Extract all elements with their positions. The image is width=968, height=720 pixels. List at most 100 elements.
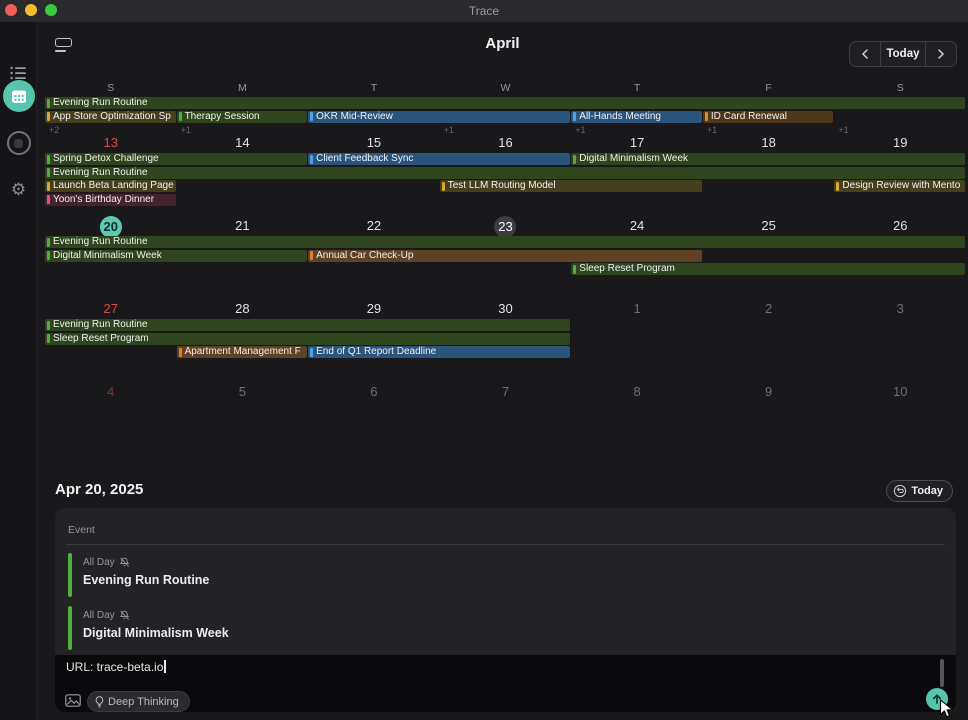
day-cell[interactable]: 17	[629, 135, 645, 150]
event-chip[interactable]: Sleep Reset Program	[571, 263, 965, 275]
today-button[interactable]: Today	[880, 42, 926, 66]
day-cell[interactable]: 9	[765, 384, 773, 399]
day-cell[interactable]: 29	[366, 301, 382, 316]
view-toggle-icon	[55, 38, 72, 47]
day-cell[interactable]: 13	[103, 135, 119, 150]
day-cell[interactable]: 16	[498, 135, 513, 150]
overflow-count[interactable]: +1	[443, 125, 454, 135]
event-chip[interactable]: App Store Optimization Sp	[45, 110, 176, 123]
event-chip[interactable]: Sleep Reset Program	[45, 332, 571, 345]
day-cell[interactable]: 8	[633, 384, 641, 399]
event-color-bar	[68, 553, 72, 597]
day-cell[interactable]: 19	[892, 135, 908, 150]
calendar-app-button[interactable]	[0, 80, 37, 112]
gear-icon: ⚙	[10, 180, 27, 199]
day-cell[interactable]: 26	[892, 218, 908, 233]
event-title: Digital Minimalism Week	[83, 626, 229, 640]
day-cell[interactable]: 25	[761, 218, 776, 233]
event-chip[interactable]: Digital Minimalism Week	[571, 153, 965, 165]
event-chip[interactable]: Apartment Management F	[176, 346, 308, 358]
calendar-week: 20 21 22 23 24 25 26 Evening Run Routine Digital…	[45, 216, 966, 298]
arrow-up-icon	[932, 694, 942, 704]
day-cell[interactable]: 6	[370, 384, 378, 399]
day-cell[interactable]: 3	[896, 301, 904, 316]
overflow-count[interactable]: +1	[838, 125, 849, 135]
view-toggle-button[interactable]	[55, 38, 73, 54]
calendar-week: 13 14 15 16 17 18 19 Spring Detox Challenge Clie…	[45, 133, 966, 215]
detail-today-button[interactable]: Today	[886, 480, 953, 502]
event-chip[interactable]: Therapy Session	[176, 110, 308, 123]
event-title: Evening Run Routine	[83, 573, 210, 587]
day-cell[interactable]: 5	[238, 384, 246, 399]
chevron-left-icon	[861, 49, 868, 59]
day-cell[interactable]: 27	[103, 301, 119, 316]
bell-off-icon	[119, 557, 129, 567]
day-cell[interactable]: 10	[892, 384, 908, 399]
day-cell[interactable]: 30	[498, 301, 513, 316]
selected-date-heading: Apr 20, 2025	[55, 481, 144, 498]
event-chip[interactable]: Spring Detox Challenge	[45, 153, 308, 165]
event-chip[interactable]: Evening Run Routine	[45, 319, 571, 331]
event-chip[interactable]: Client Feedback Sync	[308, 153, 571, 165]
event-chip[interactable]: Evening Run Routine	[45, 97, 965, 109]
event-chip[interactable]: Digital Minimalism Week	[45, 249, 308, 262]
chat-circle-button[interactable]	[0, 131, 37, 155]
image-icon	[65, 693, 81, 707]
month-navigation: Today	[849, 41, 957, 67]
event-chip[interactable]: Evening Run Routine	[45, 166, 965, 179]
overflow-count[interactable]: +1	[575, 125, 586, 135]
event-color-bar	[68, 606, 72, 650]
event-chip[interactable]: Test LLM Routing Model	[439, 180, 702, 192]
day-cell[interactable]: 14	[235, 135, 250, 150]
composer-input[interactable]: URL: trace-beta.io	[66, 660, 166, 674]
day-cell[interactable]: 15	[366, 135, 382, 150]
close-window-button[interactable]	[5, 4, 17, 16]
event-chip[interactable]: Yoon's Birthday Dinner	[45, 193, 176, 206]
calendar-week: 4 5 6 7 8 9 10	[45, 382, 966, 464]
day-detail-panel: Event All Day Evening Run Routine All Day D…	[55, 508, 956, 712]
scrollbar-thumb[interactable]	[940, 659, 944, 687]
event-chip[interactable]: OKR Mid-Review	[308, 110, 571, 123]
attach-image-button[interactable]	[64, 692, 82, 708]
event-chip[interactable]: Launch Beta Landing Page	[45, 180, 176, 192]
day-cell[interactable]: 18	[761, 135, 776, 150]
day-cell[interactable]: 1	[633, 301, 641, 316]
chat-composer[interactable]: URL: trace-beta.io Deep Thinking	[55, 655, 956, 712]
list-icon[interactable]	[0, 66, 37, 80]
event-chip[interactable]: ID Card Renewal	[702, 110, 834, 123]
event-chip[interactable]: Design Review with Mento	[834, 180, 965, 192]
day-cell[interactable]: 4	[107, 384, 115, 399]
event-chip[interactable]: All-Hands Meeting	[571, 110, 702, 123]
divider	[66, 544, 945, 545]
day-cell[interactable]: 7	[501, 384, 510, 399]
settings-button[interactable]: ⚙	[0, 181, 37, 198]
lightbulb-icon	[95, 695, 104, 707]
day-cell[interactable]: 21	[235, 218, 250, 233]
next-month-button[interactable]	[926, 42, 956, 66]
detail-event-item[interactable]: All Day Evening Run Routine	[68, 553, 943, 597]
deep-thinking-toggle[interactable]: Deep Thinking	[87, 691, 190, 712]
day-cell[interactable]: 2	[765, 301, 773, 316]
day-cell[interactable]: 23	[440, 216, 572, 238]
day-cell[interactable]: 24	[629, 218, 645, 233]
day-cell[interactable]: 20	[45, 216, 177, 238]
detail-event-item[interactable]: All Day Digital Minimalism Week	[68, 606, 943, 650]
day-cell[interactable]: 28	[235, 301, 250, 316]
zoom-window-button[interactable]	[45, 4, 57, 16]
window-title: Trace	[468, 4, 500, 18]
calendar-week: Evening Run Routine App Store Optimizatio…	[45, 97, 966, 179]
weekday-label: T	[633, 82, 641, 94]
weekday-label: F	[765, 82, 772, 94]
overflow-count[interactable]: +1	[706, 125, 718, 135]
minimize-window-button[interactable]	[25, 4, 37, 16]
event-chip[interactable]: Annual Car Check-Up	[308, 249, 702, 262]
overflow-count[interactable]: +1	[180, 125, 191, 135]
prev-month-button[interactable]	[850, 42, 880, 66]
overflow-count[interactable]: +2	[49, 125, 60, 135]
event-chip[interactable]: End of Q1 Report Deadline	[308, 346, 571, 358]
day-cell[interactable]: 22	[366, 218, 382, 233]
calendar-week: 27 28 29 30 1 2 3 Evening Run Routine Sleep Rese…	[45, 299, 966, 381]
event-chip[interactable]: Evening Run Routine	[45, 236, 965, 248]
